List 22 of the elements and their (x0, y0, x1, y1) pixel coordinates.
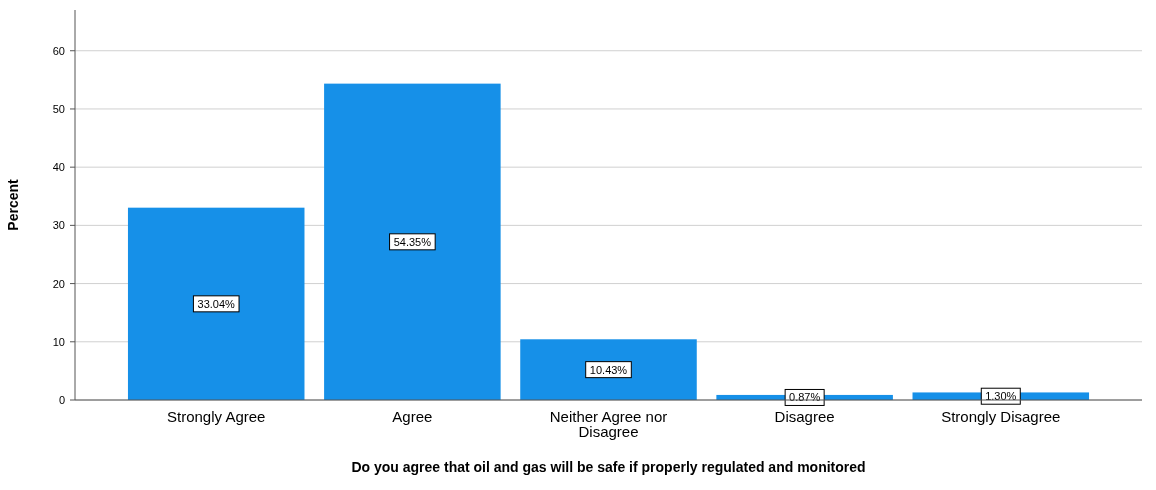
x-tick-label: Disagree (774, 408, 835, 425)
bar (520, 339, 697, 400)
y-tick-label: 40 (52, 161, 65, 174)
bar (324, 83, 501, 400)
data-label: 33.04% (197, 297, 236, 310)
x-tick-label: Strongly Disagree (941, 408, 1061, 425)
bar (127, 207, 305, 400)
data-label: 1.30% (985, 390, 1017, 403)
x-axis-title: Do you agree that oil and gas will be safe if properly regulated and monitored (351, 459, 866, 475)
data-label: 10.43% (589, 363, 628, 376)
y-tick-label: 50 (52, 102, 65, 115)
y-tick-label: 60 (52, 44, 65, 57)
y-tick-label: 20 (52, 277, 65, 290)
x-tick-label: Agree (392, 408, 433, 425)
y-tick-label: 30 (52, 219, 65, 232)
data-label: 54.35% (393, 235, 432, 248)
x-tick-label: Neither Agree nor Disagree (549, 408, 668, 440)
y-tick-label: 10 (52, 335, 65, 348)
data-label: 0.87% (789, 391, 821, 404)
y-tick-label: 0 (58, 394, 65, 406)
y-axis-title: Percent (5, 178, 21, 231)
x-tick-label: Strongly Agree (167, 408, 266, 425)
